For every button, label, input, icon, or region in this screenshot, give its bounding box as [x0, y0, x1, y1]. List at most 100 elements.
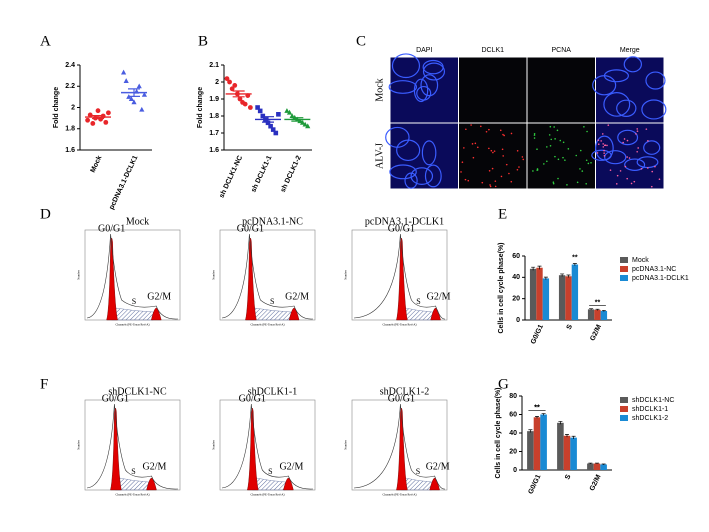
- flow-xlabel: Channels (PE-Texas Red-A): [382, 323, 416, 327]
- signal: [546, 160, 548, 163]
- column-label: DCLK1: [481, 47, 504, 54]
- signal: [485, 130, 488, 133]
- signal: [559, 139, 562, 142]
- gland: [617, 129, 639, 146]
- signal: [552, 181, 555, 183]
- peak-label: S: [270, 297, 274, 306]
- dot: [302, 121, 308, 127]
- bar: [593, 463, 601, 470]
- signal: [603, 149, 605, 152]
- micrograph-texture: [385, 126, 442, 189]
- dot: [255, 105, 260, 110]
- bar: [527, 431, 534, 470]
- signal: [567, 148, 570, 150]
- signal: [628, 157, 631, 159]
- y-tick-label: 2.1: [209, 62, 219, 69]
- bar: [533, 417, 541, 470]
- signal: [522, 158, 525, 161]
- signal: [645, 128, 648, 130]
- signal: [488, 170, 491, 172]
- signal: [636, 128, 639, 130]
- flow-ylabel: Number: [77, 270, 81, 280]
- error-bar: [565, 434, 569, 438]
- micrograph: [390, 123, 458, 189]
- signal: [521, 156, 524, 158]
- signal: [493, 150, 496, 152]
- row-label: Mock: [374, 78, 385, 101]
- gland: [422, 62, 446, 81]
- dot: [227, 79, 232, 85]
- dot: [141, 91, 147, 97]
- bar: [540, 414, 547, 470]
- error-bar: [291, 117, 304, 122]
- signal: [556, 129, 559, 132]
- dot: [90, 121, 96, 126]
- error-bar: [558, 421, 563, 425]
- x-tick-label: G0/G1: [530, 324, 545, 346]
- peak-label: S: [416, 467, 420, 476]
- y-tick-label: 1.6: [209, 147, 219, 154]
- y-tick-label: 20: [509, 448, 517, 455]
- signal: [480, 125, 482, 128]
- signal: [494, 180, 497, 182]
- signal: [597, 139, 600, 142]
- dot: [131, 99, 137, 105]
- y-tick-label: 60: [509, 411, 517, 418]
- y-tick-label: 80: [509, 393, 517, 400]
- peak-label: G0/G1: [388, 223, 415, 234]
- signal: [647, 167, 649, 169]
- flow-title: shDCLK1-NC: [108, 386, 167, 397]
- micrograph-texture: [591, 124, 661, 188]
- signal: [640, 168, 643, 170]
- signal: [635, 133, 637, 135]
- gland: [424, 164, 442, 188]
- signal: [581, 170, 584, 172]
- dot: [139, 106, 145, 112]
- bar: [587, 309, 595, 320]
- signal: [505, 163, 508, 166]
- signal: [472, 156, 475, 159]
- signal: [566, 184, 568, 186]
- gland: [421, 140, 437, 166]
- dot: [237, 96, 243, 102]
- legend-swatch: [620, 406, 628, 412]
- signal: [550, 138, 553, 141]
- g2-peak: [430, 307, 441, 321]
- signal: [636, 150, 638, 153]
- signal: [463, 147, 465, 149]
- dot: [257, 108, 263, 114]
- dot: [284, 108, 290, 113]
- signal: [633, 180, 636, 183]
- peak-label: G0/G1: [237, 223, 264, 234]
- peak-label: G2/M: [143, 461, 167, 472]
- legend-label: pcDNA3.1-NC: [632, 266, 676, 273]
- error-bar: [595, 462, 599, 464]
- flow-xlabel: Channels (PE-Texas Red-A): [115, 323, 149, 327]
- dot: [286, 109, 293, 115]
- dot: [265, 120, 271, 126]
- y-tick-label: 40: [512, 274, 520, 281]
- signal: [532, 170, 534, 172]
- signal: [554, 155, 556, 158]
- signal: [585, 182, 588, 185]
- signal: [636, 130, 639, 132]
- legend-swatch: [620, 415, 628, 421]
- signal: [601, 133, 604, 135]
- legend-swatch: [620, 397, 628, 403]
- signal: [626, 139, 629, 142]
- error-bar: [601, 309, 606, 312]
- signal: [501, 148, 504, 151]
- signal: [650, 185, 653, 188]
- gland: [389, 164, 417, 180]
- flow-ylabel: Number: [77, 440, 81, 450]
- signal: [543, 163, 545, 165]
- legend-swatch: [620, 275, 628, 281]
- y-tick-label: 2: [215, 79, 219, 86]
- gland: [616, 99, 637, 117]
- dot: [95, 108, 101, 114]
- flow-ylabel: Number: [344, 440, 348, 450]
- signal: [637, 147, 639, 149]
- micrograph: [527, 57, 595, 123]
- signal: [609, 169, 612, 171]
